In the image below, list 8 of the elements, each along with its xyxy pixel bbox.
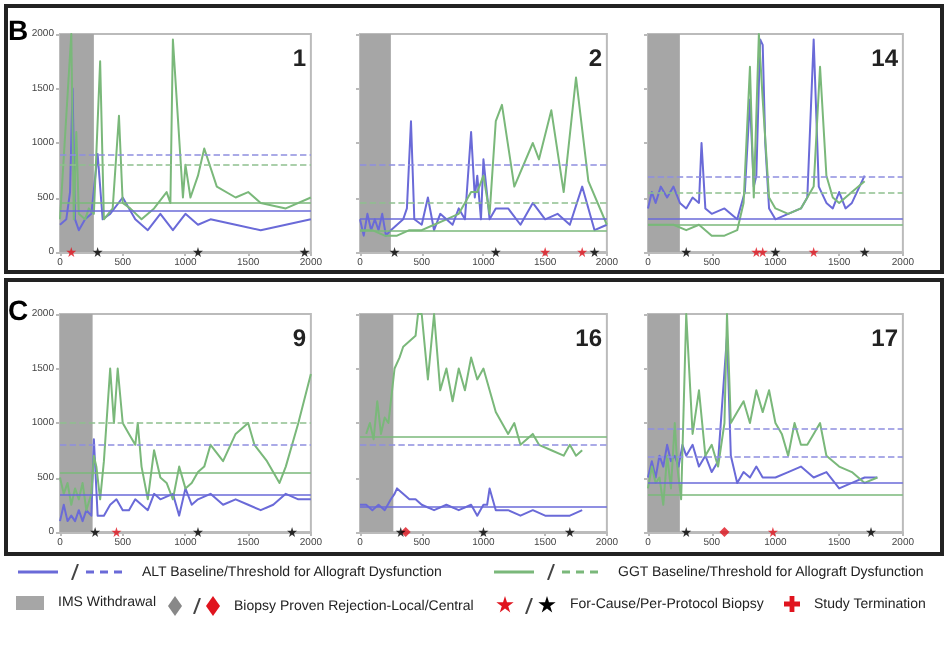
chart-title: 1 — [292, 44, 307, 72]
chart-title: 2 — [588, 44, 603, 72]
chart-title: 14 — [871, 44, 899, 72]
chart-title: 9 — [292, 324, 307, 352]
text: B — [8, 14, 29, 46]
chart-title: 17 — [871, 324, 899, 352]
chart-title: 16 — [575, 324, 603, 352]
text: C — [8, 294, 29, 326]
